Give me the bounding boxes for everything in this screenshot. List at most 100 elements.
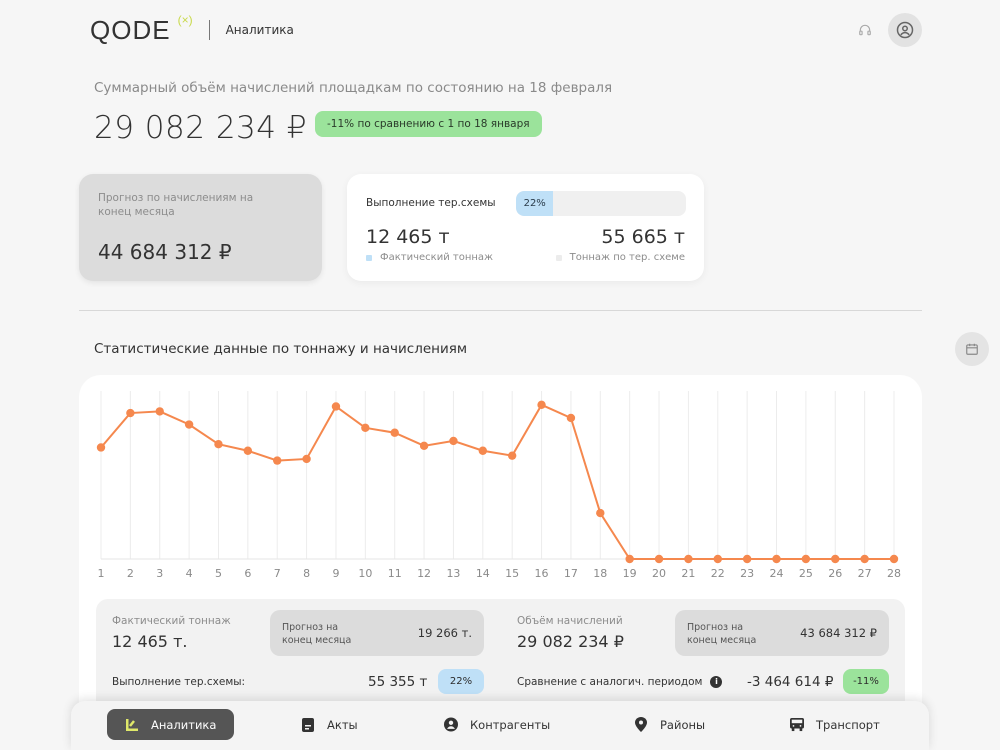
x-tick-label: 18 — [593, 567, 607, 580]
legend-target: Тоннаж по тер. схеме — [555, 252, 685, 263]
x-tick-label: 8 — [303, 567, 310, 580]
nav-label: Контрагенты — [470, 717, 551, 732]
plan-title: Выполнение тер.схемы — [366, 197, 496, 209]
header-separator — [208, 20, 210, 40]
x-tick-label: 15 — [505, 567, 519, 580]
x-tick-label: 5 — [215, 567, 222, 580]
data-point[interactable] — [449, 436, 458, 446]
summary-total: 29 082 234 ₽ — [94, 110, 308, 146]
series-line — [100, 403, 894, 560]
x-tick-label: 3 — [156, 567, 163, 580]
plan-actual-value: 12 465 т — [366, 226, 450, 248]
charges-value: 29 082 234 ₽ — [517, 632, 624, 651]
x-tick-label: 22 — [711, 567, 725, 580]
data-point[interactable] — [390, 428, 399, 437]
data-point[interactable] — [507, 451, 517, 460]
data-point[interactable] — [713, 554, 722, 564]
nav-item-acts[interactable]: Акты — [283, 709, 376, 740]
actual-tonnage-label: Фактический тоннаж — [112, 615, 231, 627]
x-tick-label: 23 — [740, 567, 754, 580]
bottom-nav: Аналитика Акты Контрагенты Районы Трансп… — [71, 701, 929, 750]
data-point[interactable] — [243, 446, 253, 455]
actual-tonnage-value: 12 465 т. — [112, 632, 188, 651]
data-point[interactable] — [214, 440, 223, 449]
data-point[interactable] — [478, 446, 488, 455]
charges-forecast-value: 43 684 312 ₽ — [800, 626, 877, 640]
tonnage-forecast-label: Прогноз на конец месяца — [282, 622, 352, 646]
header: QODE (×) Аналитика — [90, 12, 922, 47]
x-tick-label: 4 — [186, 567, 193, 580]
line-chart: 1 2 3 4 5 6 7 8 9 10 11 12 13 14 15 16 17 18 19 20 21 22 23 24 2… — [96, 391, 901, 580]
comparison-row-value: -3 464 614 ₽ — [747, 674, 834, 690]
section-title: Аналитика — [225, 23, 294, 37]
data-point[interactable] — [302, 454, 311, 464]
data-point[interactable] — [889, 554, 899, 564]
section-divider — [79, 310, 922, 311]
data-point[interactable] — [654, 554, 664, 564]
data-point[interactable] — [684, 554, 693, 564]
x-tick-label: 27 — [858, 567, 872, 580]
comparison-row-badge: -11% — [843, 669, 889, 694]
data-point[interactable] — [126, 408, 135, 418]
x-tick-label: 24 — [770, 567, 784, 580]
data-point[interactable] — [537, 400, 546, 410]
comparison-row-label: Сравнение с аналогич. периодом i — [517, 676, 723, 688]
data-point[interactable] — [860, 554, 869, 564]
legend-target-swatch — [555, 254, 562, 261]
nav-item-transport[interactable]: Транспорт — [772, 709, 898, 740]
forecast-card: Прогноз по начислениям на конец месяца 4… — [79, 174, 322, 281]
stats-title: Статистические данные по тоннажу и начис… — [94, 341, 468, 357]
summary-label: Суммарный объём начислений площадкам по … — [94, 80, 613, 96]
bus-icon — [790, 717, 804, 732]
nav-item-analytics[interactable]: Аналитика — [107, 709, 235, 740]
logo[interactable]: QODE (×) — [90, 12, 193, 45]
charges-forecast-label: Прогноз на конец месяца — [687, 622, 757, 646]
x-tick-label: 17 — [564, 567, 578, 580]
comparison-badge: -11% по сравнению с 1 по 18 января — [315, 111, 542, 137]
x-tick-label: 13 — [446, 567, 460, 580]
plan-card: Выполнение тер.схемы 22% 12 465 т 55 665… — [347, 174, 704, 281]
data-point[interactable] — [273, 456, 282, 465]
x-tick-label: 11 — [388, 567, 402, 580]
chart-icon — [125, 718, 139, 732]
user-avatar-button[interactable] — [888, 13, 922, 47]
nav-label: Транспорт — [816, 717, 880, 732]
data-point[interactable] — [361, 423, 370, 432]
x-tick-label: 26 — [828, 567, 842, 580]
data-point[interactable] — [419, 441, 429, 451]
data-point[interactable] — [184, 420, 194, 429]
user-icon — [444, 717, 458, 732]
info-icon[interactable]: i — [710, 676, 723, 688]
data-point[interactable] — [772, 554, 781, 564]
nav-label: Районы — [660, 717, 706, 732]
nav-label: Аналитика — [151, 717, 217, 732]
x-tick-label: 1 — [98, 567, 105, 580]
x-tick-label: 28 — [887, 567, 901, 580]
plan-row-label: Выполнение тер.схемы: — [112, 676, 246, 688]
x-tick-label: 10 — [358, 567, 372, 580]
headset-icon[interactable] — [856, 21, 874, 39]
data-point[interactable] — [625, 554, 634, 564]
calendar-button[interactable] — [955, 332, 989, 366]
document-icon — [301, 717, 315, 732]
x-tick-label: 21 — [681, 567, 695, 580]
data-point[interactable] — [155, 407, 164, 416]
user-circle-icon — [896, 21, 914, 39]
data-point[interactable] — [596, 508, 605, 518]
data-point[interactable] — [831, 554, 840, 564]
data-point[interactable] — [801, 554, 811, 564]
legend-actual: Фактический тоннаж — [366, 252, 493, 263]
x-tick-label: 7 — [274, 567, 281, 580]
data-point[interactable] — [742, 554, 752, 564]
data-point[interactable] — [566, 413, 576, 423]
plan-row-badge: 22% — [438, 669, 484, 694]
calendar-icon — [966, 343, 978, 355]
nav-item-districts[interactable]: Районы — [616, 709, 723, 740]
data-point[interactable] — [331, 402, 341, 411]
charges-forecast-chip: Прогноз на конец месяца 43 684 312 ₽ — [675, 610, 889, 656]
data-point[interactable] — [96, 443, 106, 452]
forecast-label: Прогноз по начислениям на конец месяца — [98, 192, 254, 218]
x-tick-label: 14 — [476, 567, 490, 580]
nav-item-counterparties[interactable]: Контрагенты — [426, 709, 568, 740]
nav-label: Акты — [327, 717, 358, 732]
